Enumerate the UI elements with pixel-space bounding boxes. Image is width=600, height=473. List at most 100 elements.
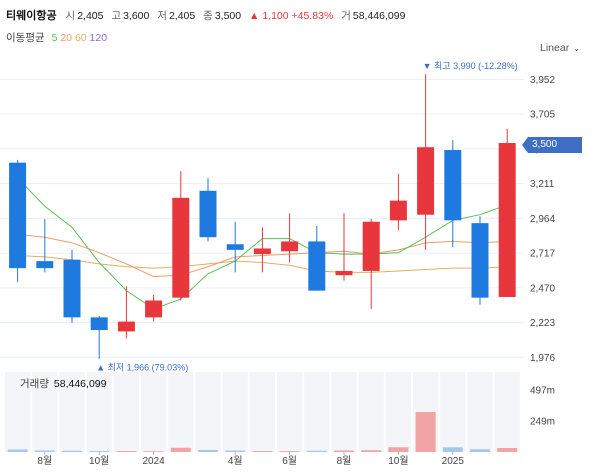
volume-column-bg: [440, 372, 466, 452]
x-tick-label: 10월: [388, 455, 408, 467]
x-tick-label: 4월: [228, 455, 243, 467]
volume-value: 58,446,099: [352, 10, 406, 22]
candle-body: [36, 261, 54, 269]
close-value: 3,500: [214, 10, 242, 22]
volume-label: 거: [341, 10, 351, 22]
candle-body: [172, 197, 190, 298]
candle-body: [226, 244, 244, 250]
volume-tick-label: 497m: [530, 385, 555, 396]
candle-body: [199, 190, 217, 238]
volume-bar: [198, 450, 218, 452]
volume-column-bg: [86, 372, 112, 452]
y-tick-label: 2,223: [530, 318, 555, 329]
volume-bar: [415, 412, 436, 452]
volume-bar: [388, 447, 409, 452]
y-tick-label: 2,964: [530, 214, 555, 225]
y-tick-label: 3,952: [530, 75, 555, 86]
candle-body: [335, 270, 353, 276]
ma-label: 이동평균: [6, 32, 45, 44]
volume-panel-value: 58,446,099: [53, 378, 107, 390]
candle-body: [253, 248, 271, 255]
volume-bar: [143, 451, 164, 452]
volume-bar: [497, 448, 518, 452]
volume-column-bg: [277, 372, 303, 452]
volume-bar: [252, 451, 273, 452]
candle-body: [389, 200, 407, 221]
volume-bar: [62, 450, 82, 452]
y-tick-label: 3,705: [530, 110, 555, 121]
volume-bar: [279, 451, 300, 452]
y-tick-label: 2,717: [530, 249, 555, 260]
ma-5-label: 5: [51, 32, 58, 44]
volume-column-bg: [249, 372, 275, 452]
volume-column-bg: [59, 372, 85, 452]
volume-column-bg: [141, 372, 167, 452]
ma-20-label: 20: [60, 32, 73, 44]
candle-body: [498, 142, 516, 297]
candle-body: [145, 300, 163, 318]
close-label: 종: [203, 10, 213, 22]
volume-bar: [7, 449, 28, 452]
volume-panel-title: 거래량 58,446,099: [20, 376, 106, 391]
ma-120-label: 120: [89, 32, 108, 44]
stock-name: 티웨이항공: [6, 10, 57, 22]
volume-bar: [306, 450, 327, 452]
stock-header: 티웨이항공 시 2,405 고 3,600 저 2,405 종 3,500 ▲ 1,10…: [6, 6, 410, 26]
volume-column-bg: [222, 372, 248, 452]
scale-label: Linear: [540, 42, 570, 54]
high-value: 3,600: [123, 10, 150, 22]
volume-bar: [470, 449, 490, 452]
candle-body: [362, 221, 380, 271]
volume-column-bg: [113, 372, 139, 452]
x-tick-label: 8월: [37, 455, 52, 467]
x-tick-label: 8월: [337, 455, 352, 467]
volume-column-bg: [304, 372, 330, 452]
high-annotation: ▼ 최고 3,990 (-12.28%): [423, 61, 518, 71]
x-tick-label: 6월: [282, 455, 297, 467]
open-label: 시: [65, 10, 76, 22]
candle-body: [281, 241, 299, 252]
volume-bar: [225, 450, 246, 452]
high-label: 고: [111, 10, 122, 22]
y-tick-label: 3,211: [530, 179, 555, 190]
current-price-tag: 3,500: [522, 137, 582, 153]
chevron-down-icon: ⌄: [573, 44, 580, 53]
candle-body: [308, 241, 326, 291]
volume-column-bg: [467, 372, 493, 452]
volume-column-bg: [32, 372, 58, 452]
volume-column-bg: [385, 372, 411, 452]
candle-body: [471, 223, 489, 298]
moving-average-legend[interactable]: 이동평균 5 20 60 120: [6, 30, 107, 46]
low-label: 저: [157, 10, 167, 22]
x-tick-label: 10월: [89, 455, 109, 467]
volume-panel-label: 거래량: [20, 378, 49, 390]
current-price-label: 3,500: [532, 139, 558, 150]
volume-column-bg: [358, 372, 384, 452]
volume-bar: [442, 447, 463, 452]
volume-bar: [334, 450, 354, 452]
x-tick-label: 2025: [442, 456, 465, 467]
volume-tick-label: 249m: [530, 416, 555, 427]
ma-60-label: 60: [74, 32, 87, 44]
volume-column-bg: [168, 372, 194, 452]
volume-column-bg: [494, 372, 520, 452]
x-tick-label: 2024: [142, 456, 165, 467]
scale-selector[interactable]: Linear ⌄: [540, 42, 580, 54]
volume-bar: [34, 450, 55, 452]
candle-body: [444, 150, 462, 221]
volume-bar: [361, 450, 382, 452]
volume-column-bg: [331, 372, 357, 452]
volume-column-bg: [5, 372, 31, 452]
volume-bar: [89, 451, 110, 452]
volume-bar: [116, 451, 137, 452]
volume-column-bg: [195, 372, 221, 452]
candle-body: [63, 259, 81, 318]
y-tick-label: 2,470: [530, 283, 555, 294]
y-tick-label: 1,976: [530, 353, 555, 364]
low-value: 2,405: [168, 10, 196, 22]
candle-body: [90, 317, 108, 331]
candle-body: [417, 147, 435, 215]
low-annotation: ▲ 최저 1,966 (79.03%): [96, 363, 188, 373]
change-value: ▲ 1,100 +45.83%: [249, 10, 334, 22]
